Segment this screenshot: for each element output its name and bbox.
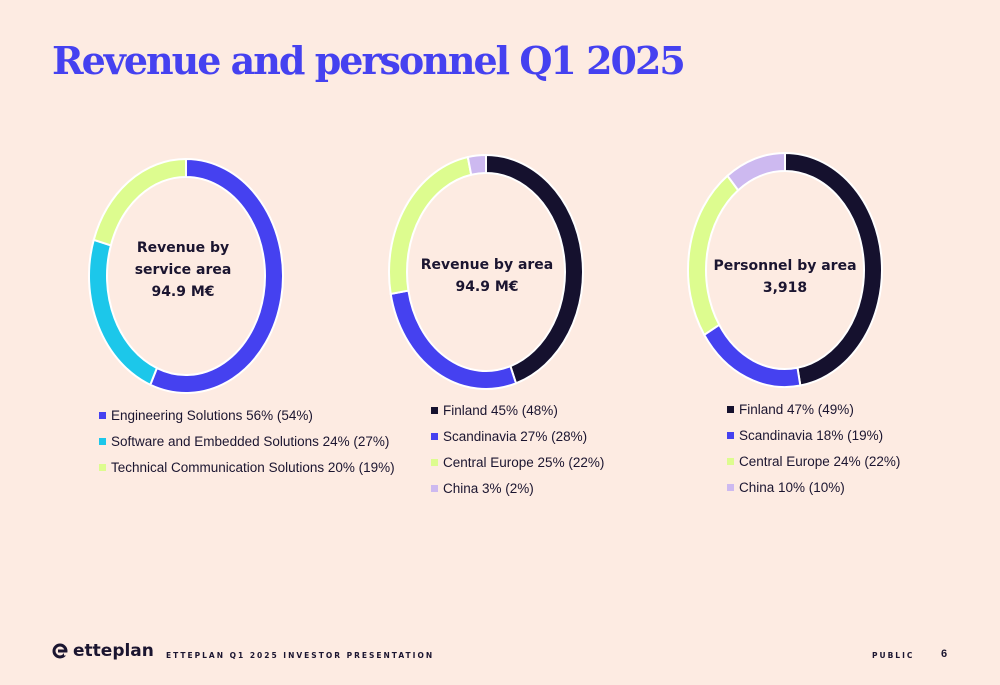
legend-swatch [431,484,438,492]
legend-swatch [727,431,734,439]
legend-item: Central Europe 25% (22%) [431,449,604,475]
legend-label: Engineering Solutions 56% (54%) [111,407,313,423]
legend-swatch [99,437,106,445]
legend-swatch [431,458,438,466]
donut-chart-service-area [88,157,284,394]
legend-swatch [99,463,106,471]
legend-swatch [431,406,438,414]
legend-item: China 3% (2%) [431,475,604,501]
etteplan-logo-icon [52,643,68,659]
legend-swatch [99,411,106,419]
donut-slice [466,153,487,176]
legend-revenue-area: Finland 45% (48%) Scandinavia 27% (28%) … [431,397,604,501]
legend-label: China 3% (2%) [443,480,534,496]
legend-item: Scandinavia 18% (19%) [727,422,900,448]
etteplan-logo: etteplan [52,641,154,661]
legend-label: Finland 45% (48%) [443,402,558,418]
donut-slice [389,289,518,390]
legend-item: Finland 47% (49%) [727,396,900,422]
legend-item: Software and Embedded Solutions 24% (27%… [99,428,395,454]
legend-item: China 10% (10%) [727,474,900,500]
legend-item: Central Europe 24% (22%) [727,448,900,474]
footer-presentation-title: ETTEPLAN Q1 2025 INVESTOR PRESENTATION [166,651,435,660]
legend-swatch [727,457,734,465]
legend-service-area: Engineering Solutions 56% (54%) Software… [99,402,395,480]
legend-swatch [431,432,438,440]
center-label-line: Personnel by area [713,258,857,274]
legend-label: Scandinavia 27% (28%) [443,428,588,444]
logo-wordmark: etteplan [73,641,154,661]
legend-label: Central Europe 24% (22%) [739,453,901,469]
center-label-value: 94.9 M€ [151,284,215,300]
legend-label: Technical Communication Solutions 20% (1… [111,459,395,475]
donut-slice [702,323,802,388]
donut-center-label: Revenue by area 94.9 M€ [417,254,557,298]
legend-personnel-area: Finland 47% (49%) Scandinavia 18% (19%) … [727,396,900,500]
legend-swatch [727,483,734,491]
legend-label: Software and Embedded Solutions 24% (27%… [111,433,390,449]
donut-chart-personnel-area [687,151,883,388]
page-number: 6 [941,648,948,660]
donut-center-label: Personnel by area 3,918 [710,255,860,299]
legend-item: Technical Communication Solutions 20% (1… [99,454,395,480]
center-label-line: Revenue by area [420,257,554,273]
footer-classification: PUBLIC [872,651,915,660]
center-label-value: 3,918 [762,280,808,296]
legend-label: Central Europe 25% (22%) [443,454,605,470]
legend-label: Finland 47% (49%) [739,401,854,417]
donut-slice [726,151,786,192]
legend-item: Scandinavia 27% (28%) [431,423,604,449]
donut-chart-revenue-area [388,153,584,390]
page-title: Revenue and personnel Q1 2025 [52,38,686,83]
legend-item: Engineering Solutions 56% (54%) [99,402,395,428]
center-label-line: Revenue by [136,240,230,256]
center-label-value: 94.9 M€ [455,279,519,295]
legend-label: Scandinavia 18% (19%) [739,427,884,443]
center-label-line: service area [134,262,232,278]
donut-center-label: Revenue by service area 94.9 M€ [118,237,248,303]
donut-slice [92,157,187,247]
legend-label: China 10% (10%) [739,479,845,495]
legend-item: Finland 45% (48%) [431,397,604,423]
legend-swatch [727,405,734,413]
